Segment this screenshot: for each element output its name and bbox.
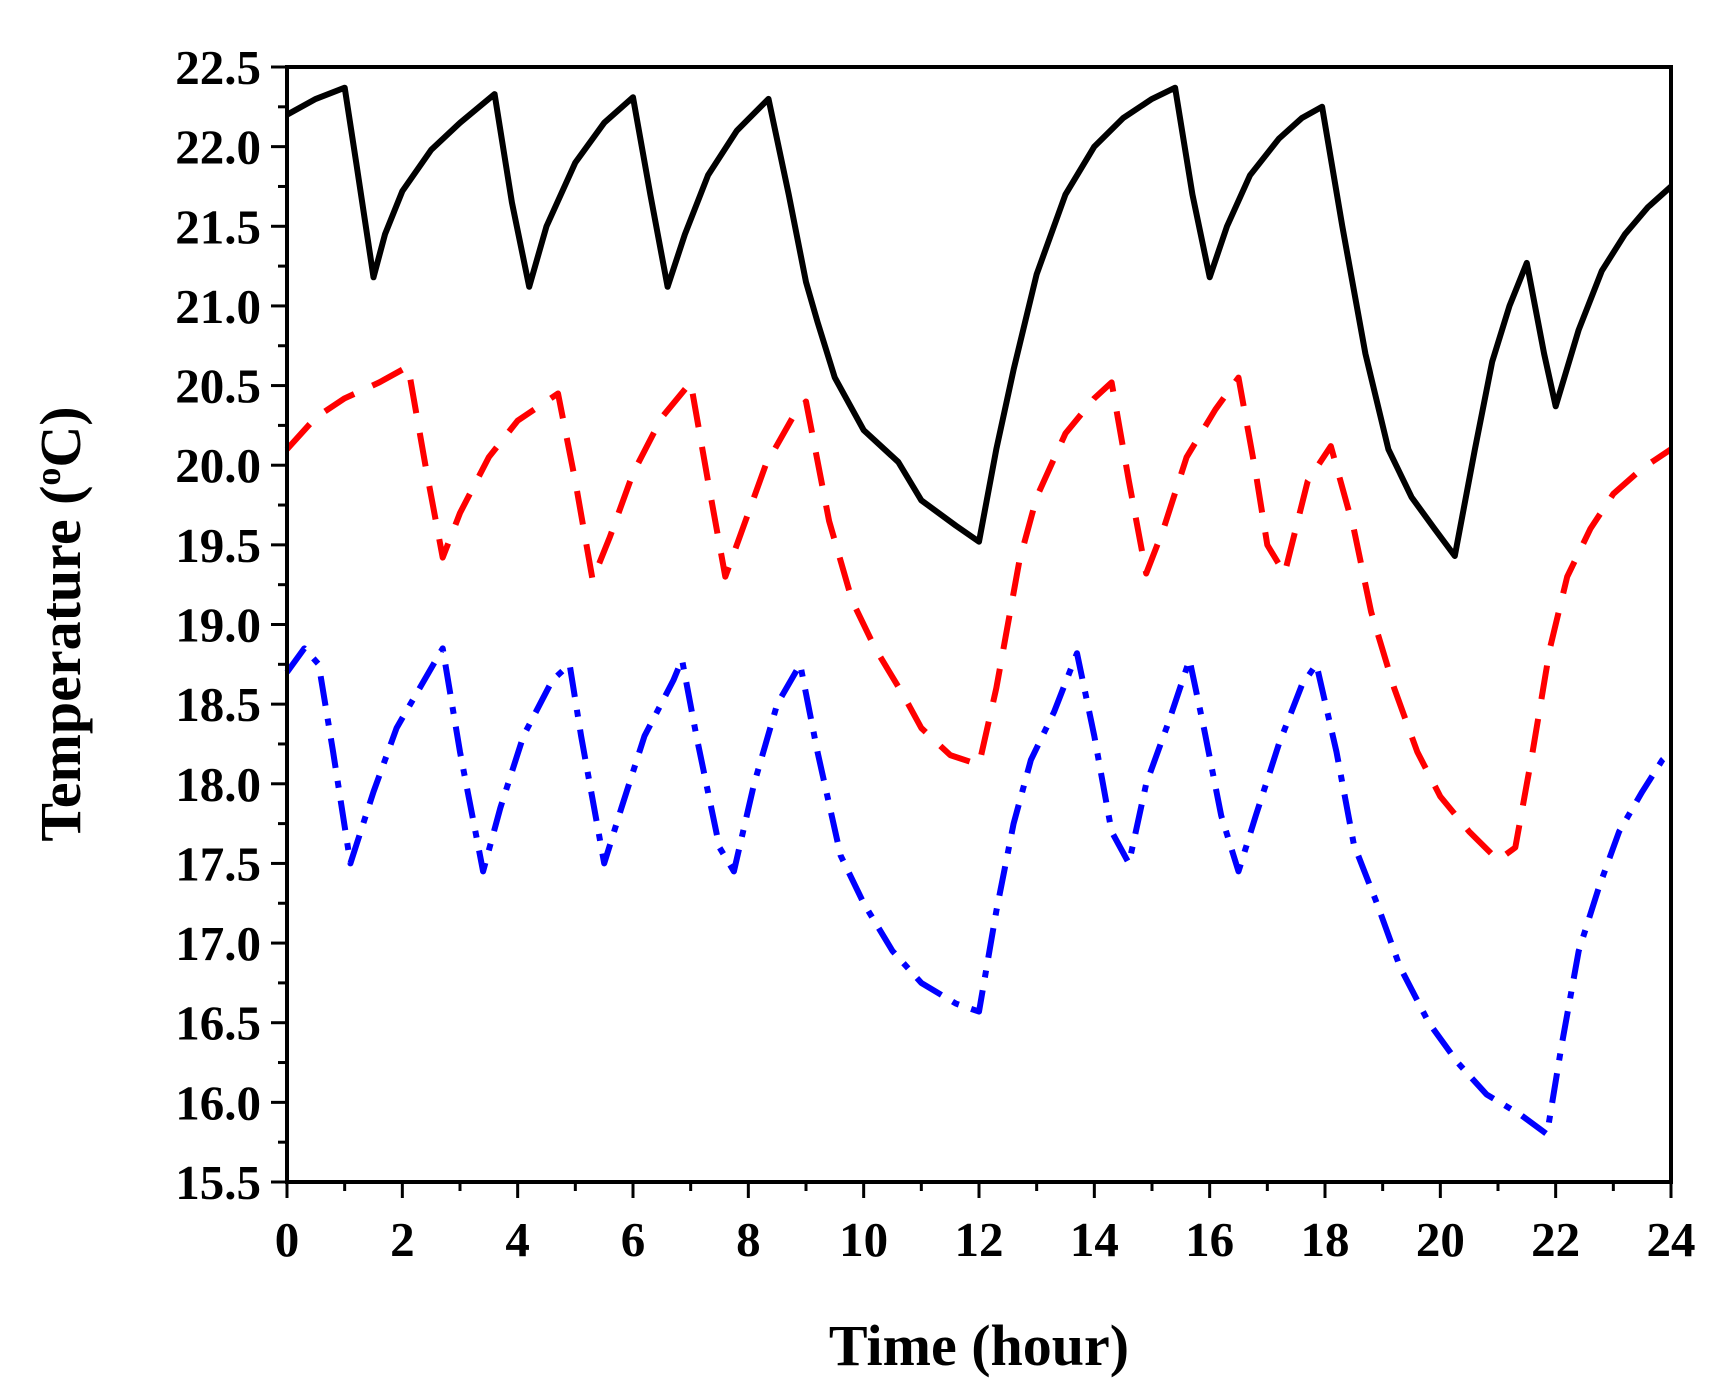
y-tick-label: 18.5 [175, 677, 261, 732]
series-dashdot-blue [284, 645, 1674, 1138]
x-tick-label: 22 [1531, 1212, 1580, 1267]
y-axis-title-prefix: Temperature ( [28, 486, 93, 842]
x-tick-label: 16 [1185, 1212, 1234, 1267]
y-axis-title-sup: o [28, 468, 68, 486]
x-tick-label: 10 [839, 1212, 888, 1267]
x-axis-title: Time (hour) [829, 1313, 1129, 1378]
x-tick-label: 4 [505, 1212, 530, 1267]
y-tick-label: 21.5 [175, 199, 261, 254]
x-tick-label: 18 [1301, 1212, 1350, 1267]
y-tick-label: 19.0 [175, 598, 261, 653]
ticks-layer [271, 65, 1673, 1198]
x-tick-label: 24 [1647, 1212, 1696, 1267]
y-tick-label: 15.5 [175, 1155, 261, 1210]
x-tick-label: 0 [275, 1212, 300, 1267]
y-tick-label: 17.0 [175, 916, 261, 971]
y-tick-label: 16.5 [175, 996, 261, 1051]
x-tick-label: 6 [621, 1212, 646, 1267]
y-tick-label: 22.0 [175, 120, 261, 175]
y-axis-title-suffix: C) [28, 406, 93, 467]
x-tick-label: 20 [1416, 1212, 1465, 1267]
plot-frame [285, 65, 1673, 1184]
series-layer [284, 84, 1674, 1138]
series-dashed-red [284, 363, 1673, 864]
y-axis-title: Temperature (oC) [28, 406, 93, 841]
y-tick-label: 20.5 [175, 359, 261, 414]
y-tick-label: 22.5 [175, 40, 261, 95]
y-tick-label: 21.0 [175, 279, 261, 334]
x-tick-label: 2 [390, 1212, 415, 1267]
y-tick-label: 17.5 [175, 836, 261, 891]
x-tick-label: 8 [736, 1212, 761, 1267]
y-tick-label: 19.5 [175, 518, 261, 573]
series-solid-black [285, 84, 1674, 559]
y-tick-label: 18.0 [175, 757, 261, 812]
x-tick-label: 12 [955, 1212, 1004, 1267]
y-tick-label: 16.0 [175, 1075, 261, 1130]
x-tick-label: 14 [1070, 1212, 1119, 1267]
y-tick-label: 20.0 [175, 438, 261, 493]
tick-labels-layer: 0 2 4 6 8 10 12 14 16 18 20 22 2415.516.016.517.017.… [175, 40, 1695, 1267]
